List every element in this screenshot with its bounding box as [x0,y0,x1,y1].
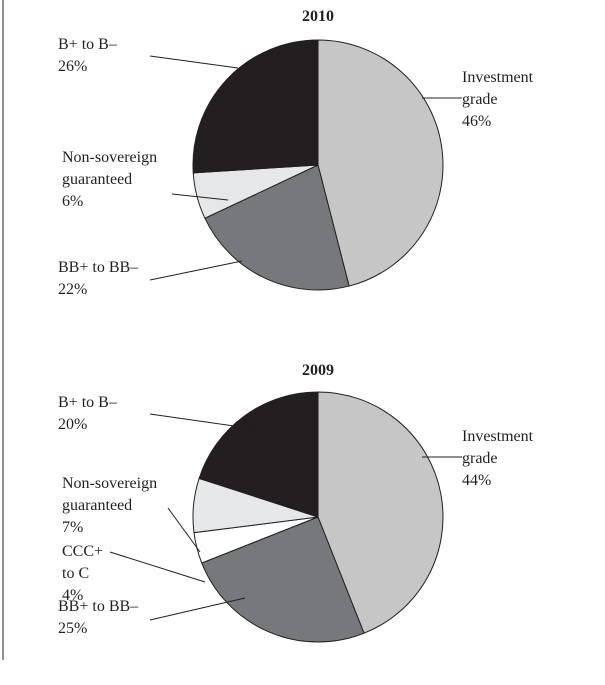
value-label: 25% [58,620,88,637]
pie-slice [317,391,444,634]
slice-label: B+ to B– 26% [58,34,117,78]
leader-line [109,551,206,583]
category-label: BB+ to BB– [58,598,139,615]
pie-slice [201,516,365,643]
category-label: Non-sovereign guaranteed [62,149,158,188]
slice-label: BB+ to BB– 22% [58,257,138,301]
category-label: BB+ to BB– [58,259,139,276]
category-label: Investment grade [462,69,534,108]
category-label: Non-sovereign guaranteed [62,475,158,514]
value-label: 6% [62,193,84,210]
value-label: 20% [58,416,88,433]
value-label: 4% [62,587,84,604]
slice-label: Non-sovereign guaranteed 6% [62,147,157,213]
slice-label: Investment grade 46% [462,67,533,133]
leader-line [167,507,201,553]
slice-label: BB+ to BB– 25% [58,596,138,640]
leader-line [149,597,246,621]
value-label: 44% [462,472,492,489]
slice-label: B+ to B– 20% [58,392,117,436]
slice-label: Non-sovereign guaranteed 7% [62,473,157,539]
slice-label: CCC+ to C 4% [62,541,103,607]
pie-slice [317,39,444,287]
pie-slice [192,39,319,174]
value-label: 7% [62,519,84,536]
chart-title: 2009 [302,362,334,379]
leader-line [149,55,239,69]
slice-label: Investment grade 44% [462,426,533,492]
category-label: CCC+ to C [62,543,104,582]
leader-line [171,193,229,201]
leader-line [149,260,243,281]
leader-line [149,413,263,431]
value-label: 22% [58,281,88,298]
value-label: 26% [58,58,88,75]
value-label: 46% [462,113,492,130]
pie-slice [198,391,319,518]
category-label: B+ to B– [58,36,117,53]
category-label: B+ to B– [58,394,117,411]
category-label: Investment grade [462,428,534,467]
pie-slice [204,164,350,291]
chart-title: 2010 [302,8,334,25]
